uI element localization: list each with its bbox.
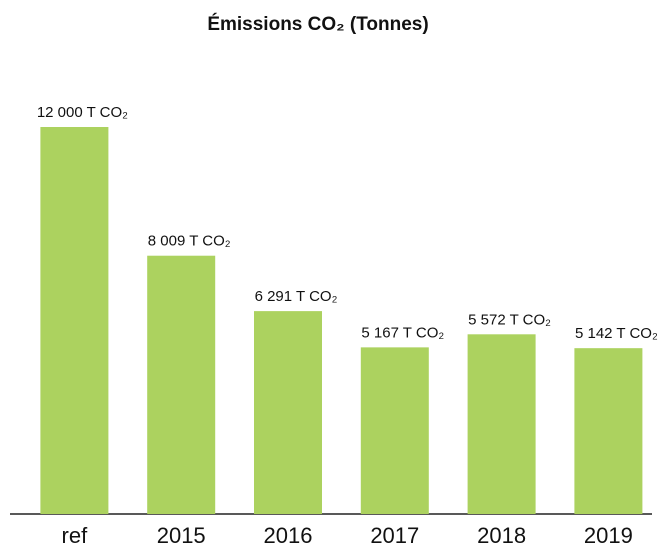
value-label: 5 167 T CO₂ [361,324,444,341]
x-tick-label: 2015 [157,523,206,546]
bar [254,311,322,514]
x-tick-label: 2018 [477,523,526,546]
value-label: 8 009 T CO₂ [148,233,231,250]
x-tick-label: 2019 [584,523,633,546]
value-label: 5 572 T CO₂ [468,311,551,328]
x-tick-label: ref [62,523,89,546]
value-label: 6 291 T CO₂ [255,288,338,305]
chart-title: Émissions CO₂ (Tonnes) [207,13,428,35]
bar [574,348,643,514]
bar [467,334,536,514]
value-label: 12 000 T CO₂ [37,104,128,121]
x-tick-label: 2016 [264,523,313,546]
bar [147,255,216,514]
bar [40,127,109,514]
bar [360,347,429,514]
x-tick-label: 2017 [370,523,419,546]
value-label: 5 142 T CO₂ [575,325,658,342]
